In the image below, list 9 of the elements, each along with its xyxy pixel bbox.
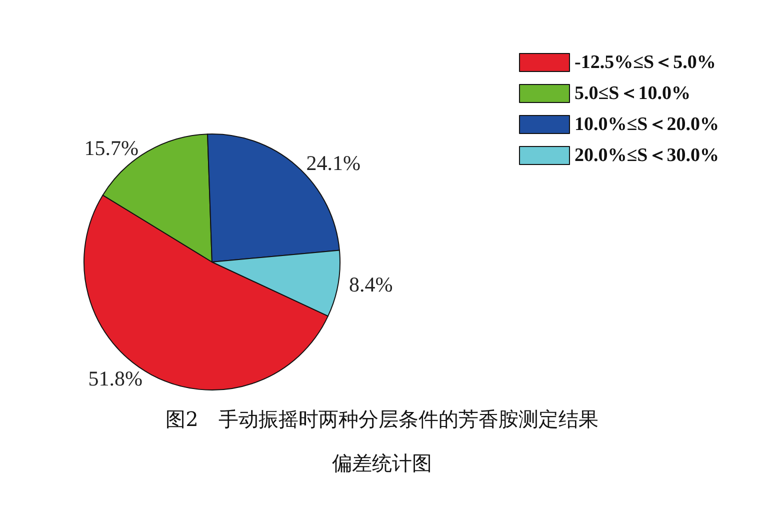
data-label: 51.8% [88,366,143,390]
legend-label: 20.0%≤S＜30.0% [574,145,720,166]
data-label: 8.4% [349,272,393,297]
data-label: 24.1% [306,150,361,175]
legend-label: 5.0≤S＜10.0% [574,83,691,104]
legend-label: 10.0%≤S＜20.0% [574,114,720,135]
legend-label: -12.5%≤S＜5.0% [574,52,716,73]
data-label: 15.7% [84,136,138,160]
text: 图2 手动振摇时两种分层条件的芳香胺测定结果偏差统计图 [166,407,598,475]
